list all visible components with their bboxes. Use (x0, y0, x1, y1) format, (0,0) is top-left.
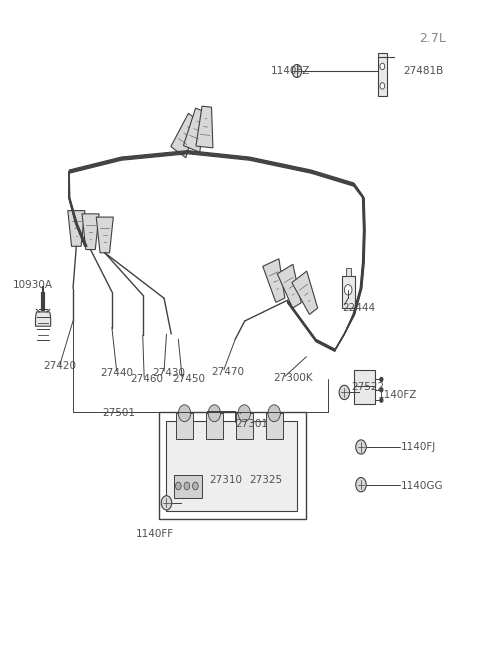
Polygon shape (196, 106, 213, 148)
Circle shape (268, 405, 280, 422)
Bar (176, 413, 193, 440)
Text: 27460: 27460 (130, 375, 163, 384)
Circle shape (380, 388, 383, 392)
Text: 27470: 27470 (212, 367, 244, 377)
Bar (167, 421, 297, 511)
Text: 27522: 27522 (351, 383, 384, 392)
Bar (159, 412, 306, 519)
Bar (354, 370, 375, 404)
Circle shape (192, 482, 198, 490)
Text: 27310: 27310 (209, 475, 242, 485)
Polygon shape (171, 113, 197, 158)
Circle shape (344, 285, 352, 295)
Text: 1140FZ: 1140FZ (271, 66, 310, 76)
Text: 2.7L: 2.7L (420, 32, 446, 45)
Circle shape (179, 405, 191, 422)
Circle shape (184, 482, 190, 490)
Circle shape (356, 477, 366, 492)
Text: 27481B: 27481B (404, 66, 444, 76)
Bar (346, 268, 350, 276)
Text: 1140GG: 1140GG (401, 481, 444, 491)
Polygon shape (277, 264, 301, 308)
Text: 1140FZ: 1140FZ (378, 390, 417, 400)
Text: 1140FJ: 1140FJ (401, 442, 437, 452)
Circle shape (356, 440, 366, 454)
Text: 27440: 27440 (100, 368, 133, 378)
Circle shape (292, 64, 301, 77)
Circle shape (380, 398, 383, 402)
Bar (265, 413, 283, 440)
Text: 27420: 27420 (43, 362, 76, 371)
Polygon shape (96, 217, 113, 253)
Polygon shape (263, 259, 285, 303)
Bar (378, 54, 387, 96)
Circle shape (380, 83, 384, 89)
Text: 22444: 22444 (342, 303, 375, 313)
Circle shape (161, 496, 172, 510)
Bar (342, 276, 355, 308)
Polygon shape (68, 211, 85, 246)
Circle shape (208, 405, 220, 422)
Polygon shape (36, 312, 51, 326)
Polygon shape (292, 271, 318, 314)
Polygon shape (82, 214, 99, 250)
Bar (174, 475, 202, 498)
Text: 27325: 27325 (250, 475, 283, 485)
Bar (236, 413, 253, 440)
Text: 27301: 27301 (235, 419, 268, 428)
Circle shape (380, 63, 384, 69)
Text: 27450: 27450 (173, 375, 205, 384)
Circle shape (380, 377, 383, 381)
Circle shape (176, 482, 181, 490)
Text: 27430: 27430 (152, 368, 185, 378)
Circle shape (339, 385, 349, 400)
Text: 27501: 27501 (102, 408, 135, 419)
Bar (206, 413, 223, 440)
Text: 10930A: 10930A (13, 280, 53, 290)
Text: 1140FF: 1140FF (136, 529, 174, 539)
Text: 27300K: 27300K (273, 373, 313, 383)
Polygon shape (183, 108, 204, 152)
Circle shape (238, 405, 251, 422)
